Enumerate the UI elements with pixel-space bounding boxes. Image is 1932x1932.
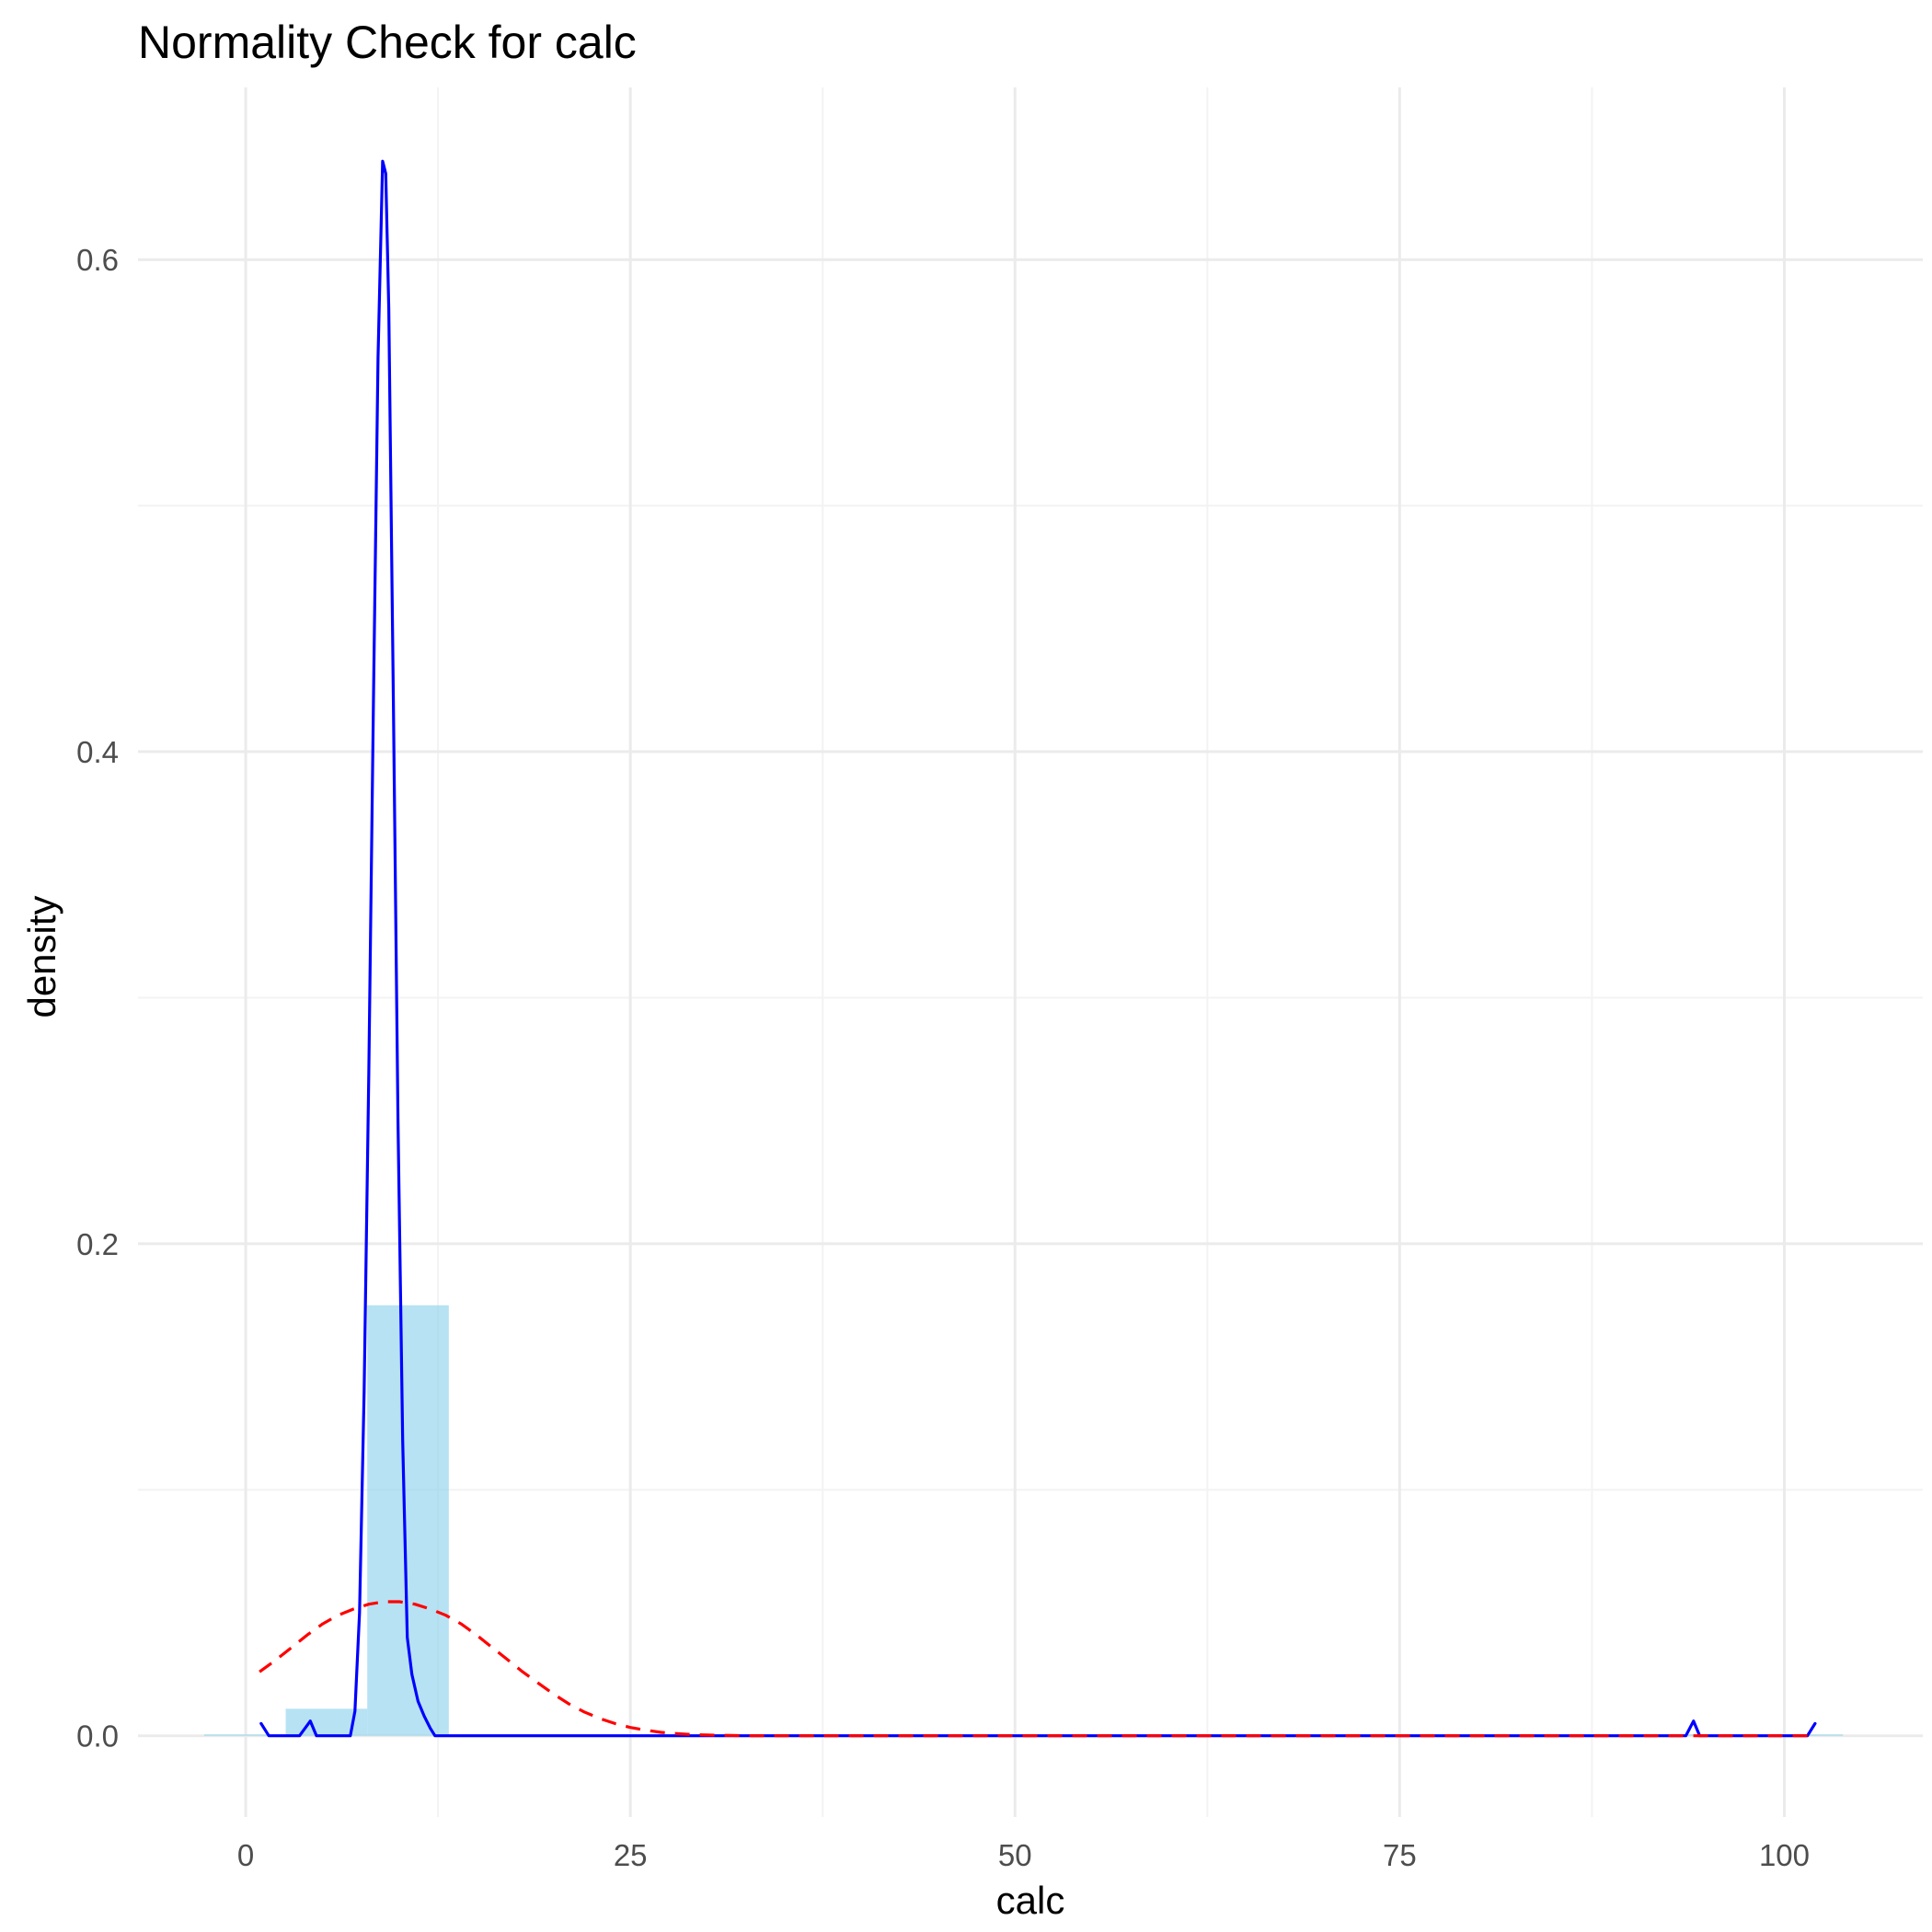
histogram-bars (203, 1305, 1844, 1736)
density-lines (259, 159, 1817, 1738)
y-tick-label: 0.4 (76, 735, 119, 769)
y-tick-label: 0.2 (76, 1227, 119, 1261)
y-tick-label: 0.0 (76, 1719, 119, 1754)
histogram-bar (367, 1305, 449, 1736)
x-tick-label: 0 (237, 1838, 254, 1872)
y-tick-label: 0.6 (76, 243, 119, 277)
y-axis-title: density (20, 895, 63, 1018)
normal-fit-line (259, 1600, 1815, 1738)
kernel-density-line (259, 159, 1817, 1738)
x-tick-label: 50 (998, 1838, 1032, 1872)
x-axis-title: calc (996, 1879, 1065, 1922)
x-axis-ticks: 0 25 50 75 100 (237, 1838, 1810, 1872)
x-tick-label: 25 (614, 1838, 648, 1872)
y-axis-ticks: 0.0 0.2 0.4 0.6 (76, 243, 119, 1754)
x-tick-label: 100 (1759, 1838, 1810, 1872)
histogram-bar (203, 1734, 286, 1736)
chart-title: Normality Check for calc (138, 17, 637, 68)
x-tick-label: 75 (1383, 1838, 1417, 1872)
